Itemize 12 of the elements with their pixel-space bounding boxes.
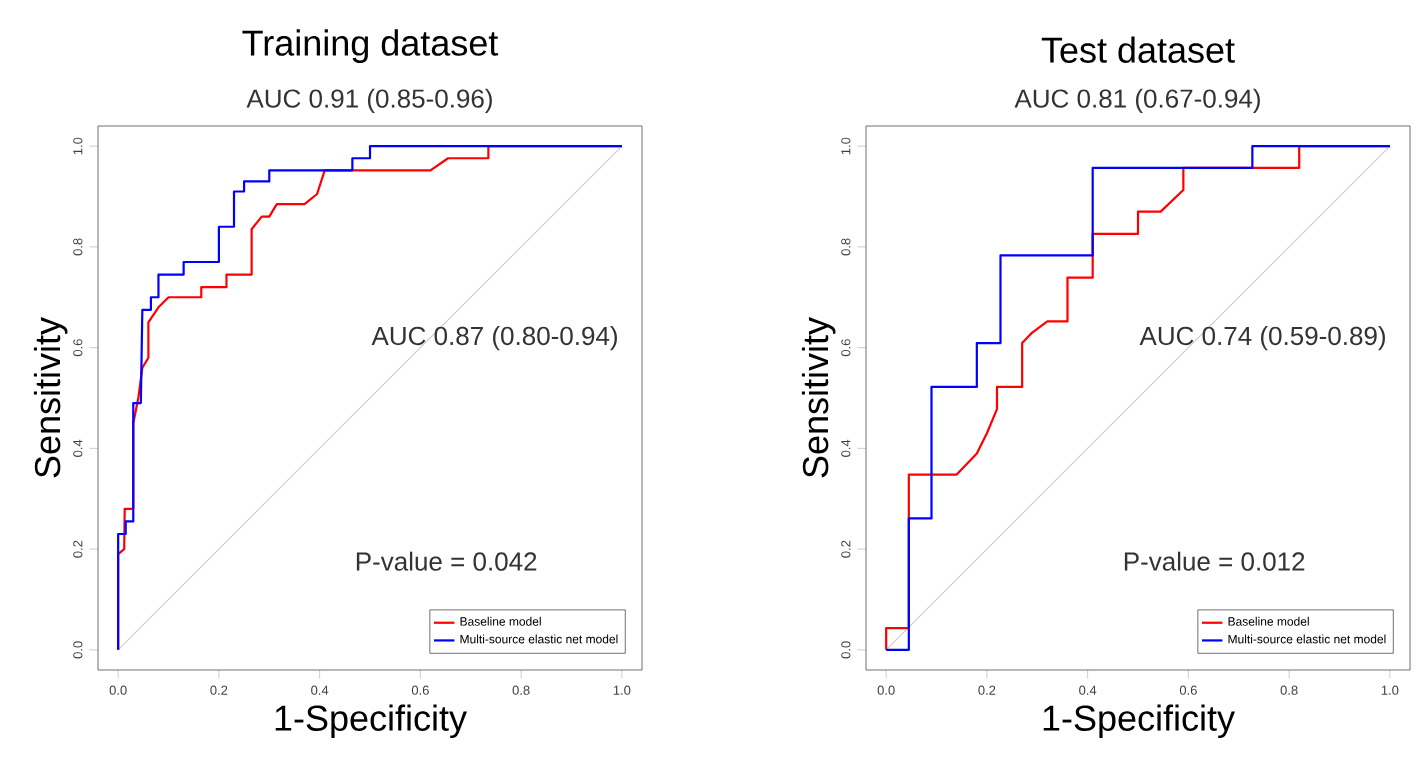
text: AUC 0.81 (0.67-0.94) — [1014, 88, 1260, 113]
annotation: AUC 0.87 (0.80-0.94) — [371, 326, 617, 351]
chart-title: Training dataset — [242, 29, 499, 63]
annotation: P-value = 0.012 — [1124, 551, 1305, 571]
text: AUC 0.91 (0.85-0.96) — [246, 88, 492, 113]
y-axis-title: Sensitivity — [33, 317, 68, 478]
x-axis-title: 1-Specificity — [1043, 704, 1235, 739]
annotation: AUC 0.74 (0.59-0.89) — [1139, 326, 1385, 351]
y-axis-title: Sensitivity — [801, 317, 836, 478]
chart-title: Test dataset — [1041, 36, 1235, 63]
annotation: P-value = 0.042 — [356, 551, 537, 571]
x-axis-title: 1-Specificity — [275, 704, 467, 739]
